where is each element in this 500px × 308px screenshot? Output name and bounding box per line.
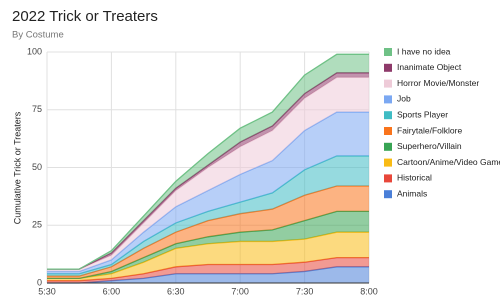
y-tick-label: 75 (32, 104, 42, 114)
legend-label: Animals (397, 188, 427, 198)
x-tick-label: 6:00 (103, 286, 121, 296)
area (47, 112, 369, 274)
legend-swatch (384, 174, 392, 183)
y-tick-label: 100 (27, 46, 42, 56)
legend-label: Inanimate Object (397, 62, 462, 72)
legend-swatch (384, 63, 392, 72)
area-line (47, 53, 369, 270)
area (47, 54, 369, 270)
legend-label: I have no idea (397, 46, 451, 56)
area (47, 211, 369, 279)
legend-label: Horror Movie/Monster (397, 78, 479, 88)
y-tick-label: 0 (37, 277, 42, 287)
legend-swatch (384, 48, 392, 56)
x-tick-label: 6:30 (167, 286, 185, 296)
chart-subtitle: By Costume (12, 30, 64, 41)
x-tick-label: 7:00 (231, 286, 249, 296)
legend-swatch (384, 190, 392, 199)
legend-label: Cartoon/Anime/Video Game (397, 157, 500, 167)
x-tick-label: 5:30 (38, 286, 56, 296)
x-tick-label: 7:30 (296, 286, 314, 296)
legend-swatch (384, 111, 392, 120)
area (47, 77, 369, 272)
x-tick-label: 8:00 (360, 286, 378, 296)
y-axis-label: Cumulative Trick or Treaters (12, 111, 22, 224)
area (47, 266, 369, 283)
y-tick-label: 50 (32, 162, 42, 172)
area (47, 155, 369, 277)
chart-title: 2022 Trick or Treaters (12, 8, 158, 25)
legend-swatch (384, 127, 392, 135)
legend-swatch (384, 158, 392, 167)
legend-swatch (384, 79, 392, 88)
legend-label: Job (397, 94, 411, 104)
legend-label: Historical (397, 173, 432, 183)
area (47, 185, 369, 279)
legend-label: Fairytale/Folklore (397, 125, 462, 135)
y-tick-label: 25 (32, 220, 42, 230)
legend-swatch (384, 95, 392, 104)
legend-swatch (384, 142, 392, 151)
legend-label: Superhero/Villain (397, 141, 462, 151)
legend-label: Sports Player (397, 109, 448, 119)
